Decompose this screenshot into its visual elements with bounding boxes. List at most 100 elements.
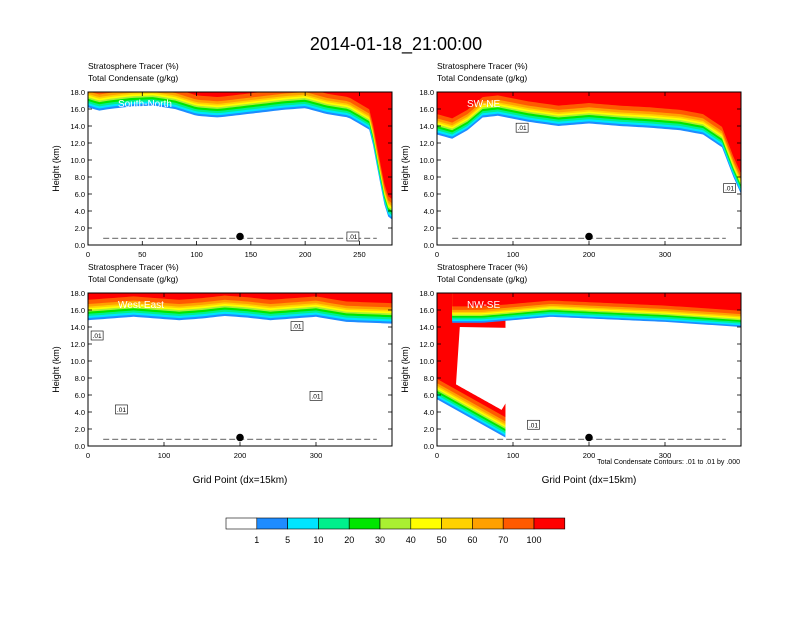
y-tick-label: 8.0 bbox=[424, 173, 434, 182]
y-tick-label: 18.0 bbox=[70, 289, 85, 298]
contour-label: .01 bbox=[348, 234, 357, 241]
x-tick-label: 0 bbox=[86, 451, 90, 460]
colorbar-label: 50 bbox=[437, 535, 447, 545]
y-tick-label: 2.0 bbox=[424, 224, 434, 233]
y-axis-label: Height (km) bbox=[51, 145, 61, 192]
y-tick-label: 8.0 bbox=[75, 173, 85, 182]
x-tick-label: 0 bbox=[435, 250, 439, 259]
contour-label-box bbox=[309, 391, 323, 401]
y-tick-label: 12.0 bbox=[70, 340, 85, 349]
x-tick-label: 200 bbox=[299, 250, 312, 259]
colorbar: 1 5 10 20 30 40 50 60 70 100 bbox=[225, 517, 566, 545]
y-tick-label: 2.0 bbox=[75, 224, 85, 233]
y-tick-label: 2.0 bbox=[75, 425, 85, 434]
y-tick-label: 4.0 bbox=[424, 408, 434, 417]
panel-nw-se: .01 NW-SE Stratosphere Tracer (%) Total Con… bbox=[400, 262, 742, 486]
colorbar-swatch bbox=[533, 517, 566, 530]
x-tick-label: 200 bbox=[234, 451, 247, 460]
y-tick-label: 6.0 bbox=[424, 391, 434, 400]
contour-label: .01 bbox=[725, 186, 734, 193]
x-tick-label: 300 bbox=[310, 451, 323, 460]
y-tick-label: 12.0 bbox=[70, 139, 85, 148]
y-tick-label: 6.0 bbox=[75, 391, 85, 400]
y-tick-label: 18.0 bbox=[419, 289, 434, 298]
panel-label: NW-SE bbox=[467, 300, 500, 311]
x-tick-label: 100 bbox=[507, 250, 520, 259]
contour-label-box bbox=[527, 419, 540, 430]
panels: .01 South-North Stratosphere Tracer (%) Tot… bbox=[51, 61, 742, 486]
colorbar-swatch bbox=[472, 517, 504, 530]
colorbar-swatch bbox=[410, 517, 442, 530]
tracer-band-10 bbox=[88, 92, 392, 200]
x-tick-label: 250 bbox=[353, 250, 366, 259]
y-tick-label: 8.0 bbox=[424, 374, 434, 383]
location-marker bbox=[236, 232, 244, 241]
x-tick-label: 200 bbox=[583, 451, 596, 460]
colorbar-swatch bbox=[225, 517, 258, 530]
subtitle-tracer: Stratosphere Tracer (%) bbox=[88, 61, 179, 71]
contour-label-box bbox=[515, 122, 529, 133]
colorbar-swatch bbox=[287, 517, 319, 530]
subtitle-tracer: Stratosphere Tracer (%) bbox=[88, 262, 179, 272]
plot-area bbox=[88, 92, 392, 245]
figure-title: 2014-01-18_21:00:00 bbox=[310, 34, 482, 55]
y-tick-label: 14.0 bbox=[70, 323, 85, 332]
colorbar-swatch bbox=[441, 517, 473, 530]
y-tick-label: 18.0 bbox=[70, 88, 85, 97]
x-tick-label: 300 bbox=[659, 451, 672, 460]
y-tick-label: 6.0 bbox=[424, 190, 434, 199]
contour-label: .01 bbox=[93, 333, 102, 340]
contour-label: .01 bbox=[311, 393, 320, 400]
colorbar-swatch bbox=[379, 517, 412, 530]
colorbar-swatch bbox=[318, 517, 350, 530]
colorbar-label: 70 bbox=[498, 535, 508, 545]
contour-label-box bbox=[723, 183, 736, 193]
y-tick-label: 14.0 bbox=[419, 122, 434, 131]
contour-label-box bbox=[90, 330, 104, 341]
colorbar-swatch bbox=[256, 517, 288, 530]
contour-info: Total Condensate Contours: .01 to .01 by… bbox=[597, 459, 740, 466]
x-tick-label: 0 bbox=[435, 451, 439, 460]
x-tick-label: 100 bbox=[507, 451, 520, 460]
y-tick-label: 4.0 bbox=[75, 207, 85, 216]
contour-label: .01 bbox=[529, 422, 538, 429]
x-tick-label: 200 bbox=[583, 250, 596, 259]
y-tick-label: 0.0 bbox=[424, 241, 434, 250]
colorbar-swatch bbox=[348, 517, 381, 530]
colorbar-label: 5 bbox=[285, 535, 290, 545]
contour-label: .01 bbox=[117, 407, 126, 414]
y-tick-label: 2.0 bbox=[424, 425, 434, 434]
contour-label-box bbox=[346, 231, 360, 242]
y-tick-label: 6.0 bbox=[75, 190, 85, 199]
contour-label: .01 bbox=[518, 125, 527, 132]
colorbar-label: 30 bbox=[375, 535, 385, 545]
upper-tracer-band-10 bbox=[452, 293, 741, 311]
y-axis-label: Height (km) bbox=[51, 346, 61, 393]
x-tick-label: 0 bbox=[86, 250, 90, 259]
panel-west-east: .01 .01 .01 .01 West-East Stratosphere Tracer… bbox=[51, 262, 393, 486]
panel-label: West-East bbox=[118, 300, 164, 311]
contour-label: .01 bbox=[292, 324, 301, 331]
y-tick-label: 14.0 bbox=[419, 323, 434, 332]
y-tick-label: 16.0 bbox=[70, 306, 85, 315]
y-tick-label: 12.0 bbox=[419, 340, 434, 349]
y-tick-label: 10.0 bbox=[419, 156, 434, 165]
y-tick-label: 0.0 bbox=[75, 241, 85, 250]
contour-label-box bbox=[290, 321, 304, 331]
colorbar-label: 40 bbox=[406, 535, 416, 545]
y-tick-label: 18.0 bbox=[419, 88, 434, 97]
subtitle-tracer: Stratosphere Tracer (%) bbox=[437, 61, 528, 71]
tracer-band-10 bbox=[437, 92, 741, 174]
location-marker bbox=[585, 232, 593, 241]
x-tick-label: 100 bbox=[190, 250, 203, 259]
subtitle-condensate: Total Condensate (g/kg) bbox=[88, 274, 178, 284]
x-tick-label: 300 bbox=[659, 250, 672, 259]
y-tick-label: 4.0 bbox=[75, 408, 85, 417]
y-tick-label: 10.0 bbox=[70, 156, 85, 165]
x-axis-label: Grid Point (dx=15km) bbox=[542, 475, 637, 486]
colorbar-label: 60 bbox=[467, 535, 477, 545]
panel-sw-ne: .01 .01 SW-NE Stratosphere Tracer (%) Total … bbox=[400, 61, 742, 259]
panel-label: SW-NE bbox=[467, 99, 500, 110]
